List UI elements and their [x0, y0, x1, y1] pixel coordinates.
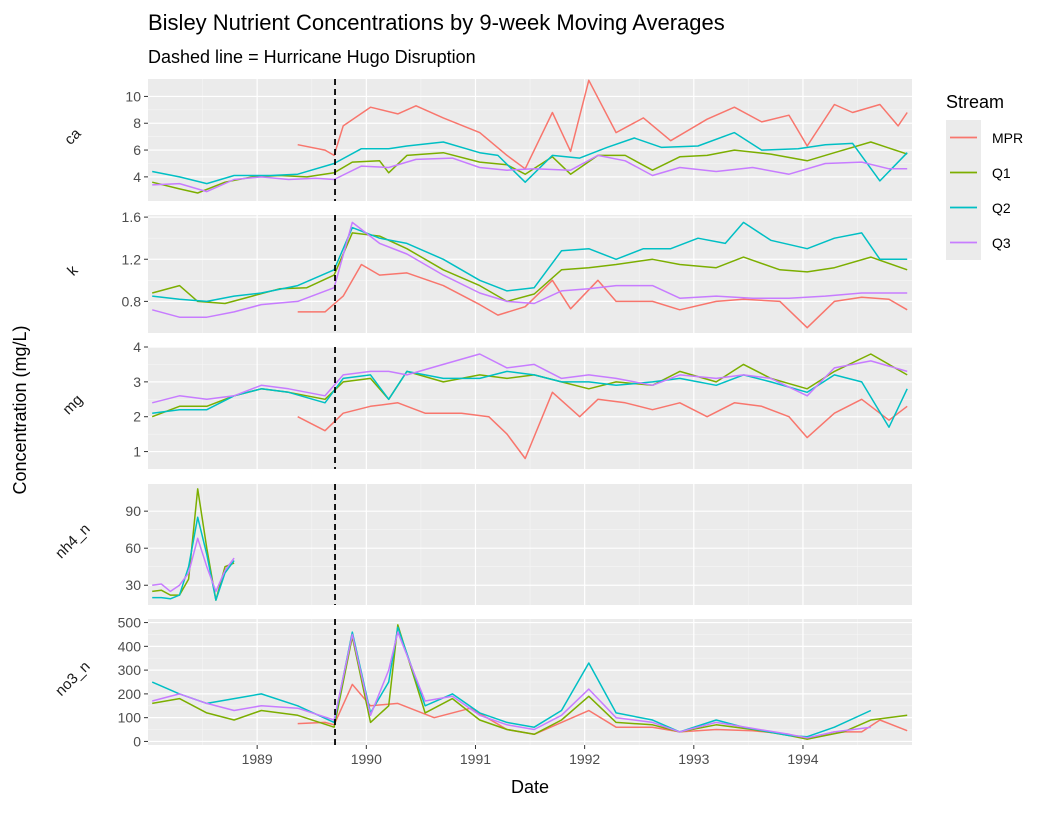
y-tick-label: 2: [133, 409, 141, 425]
panel-strip-label: no3_n: [52, 658, 94, 700]
series-line-q2: [152, 516, 235, 601]
y-tick-label: 30: [125, 577, 141, 593]
y-tick-label: 10: [125, 88, 141, 104]
panel-ca: 4 6 8 10 ca: [61, 79, 912, 201]
y-tick-label: 1.2: [122, 251, 142, 267]
chart-subtitle: Dashed line = Hurricane Hugo Disruption: [148, 47, 476, 67]
y-tick-label: 100: [118, 710, 142, 726]
legend: Stream MPR Q1 Q2 Q3: [946, 92, 1023, 260]
legend-label: Q3: [992, 235, 1011, 251]
series-line-q3: [152, 631, 871, 739]
x-tick-label: 1990: [351, 751, 382, 767]
y-tick-label: 8: [133, 115, 141, 131]
series-line-q1: [152, 488, 235, 601]
x-tick-label: 1992: [569, 751, 600, 767]
y-tick-label: 3: [133, 374, 141, 390]
panel-strip-label: nh4_n: [52, 521, 94, 563]
series-line-q3: [152, 353, 908, 404]
y-tick-label: 400: [118, 638, 142, 654]
panels-layer: 4 6 8 10 ca 0.8 1.2 1.6 k 1 2 3 4 mg 30 60 90 nh4_n 0 100 20…: [52, 79, 912, 749]
series-line-q2: [152, 131, 908, 185]
series-line-mpr: [297, 79, 908, 170]
x-tick-label: 1991: [460, 751, 491, 767]
legend-item-q2: Q2: [946, 190, 1011, 225]
y-axis-label: Concentration (mg/L): [10, 325, 30, 494]
x-tick-label: 1994: [787, 751, 818, 767]
chart-title: Bisley Nutrient Concentrations by 9-week…: [148, 10, 725, 35]
legend-label: MPR: [992, 130, 1023, 146]
y-tick-label: 90: [125, 503, 141, 519]
legend-title: Stream: [946, 92, 1004, 112]
y-tick-label: 1.6: [122, 209, 142, 225]
y-tick-label: 200: [118, 686, 142, 702]
y-tick-label: 1: [133, 444, 141, 460]
panel-no3_n: 0 100 200 300 400 500 no3_n: [52, 615, 912, 749]
panel-mg: 1 2 3 4 mg: [59, 339, 912, 469]
series-line-q3: [152, 221, 908, 318]
y-tick-label: 0: [133, 733, 141, 749]
panel-k: 0.8 1.2 1.6 k: [64, 209, 912, 333]
y-tick-label: 4: [133, 339, 141, 355]
series-line-mpr: [297, 263, 908, 329]
x-axis: 1989 1990 1991 1992 1993 1994: [242, 745, 819, 767]
legend-label: Q2: [992, 200, 1011, 216]
series-line-mpr: [297, 391, 908, 460]
y-tick-label: 4: [133, 169, 141, 185]
y-tick-label: 300: [118, 662, 142, 678]
legend-item-q1: Q1: [946, 155, 1011, 190]
series-line-q3: [152, 154, 908, 193]
y-tick-label: 500: [118, 615, 142, 631]
series-line-q3: [152, 537, 235, 593]
panel-nh4_n: 30 60 90 nh4_n: [52, 484, 912, 605]
x-tick-label: 1989: [242, 751, 273, 767]
y-tick-label: 0.8: [122, 293, 142, 309]
x-axis-label: Date: [511, 777, 549, 797]
legend-label: Q1: [992, 165, 1011, 181]
legend-item-q3: Q3: [946, 225, 1011, 260]
panel-strip-label: mg: [59, 391, 86, 418]
series-line-q2: [152, 221, 908, 303]
x-tick-label: 1993: [678, 751, 709, 767]
panel-strip-label: k: [64, 262, 82, 280]
panel-strip-label: ca: [61, 125, 85, 149]
y-tick-label: 6: [133, 142, 141, 158]
y-tick-label: 60: [125, 540, 141, 556]
legend-item-mpr: MPR: [946, 120, 1023, 155]
